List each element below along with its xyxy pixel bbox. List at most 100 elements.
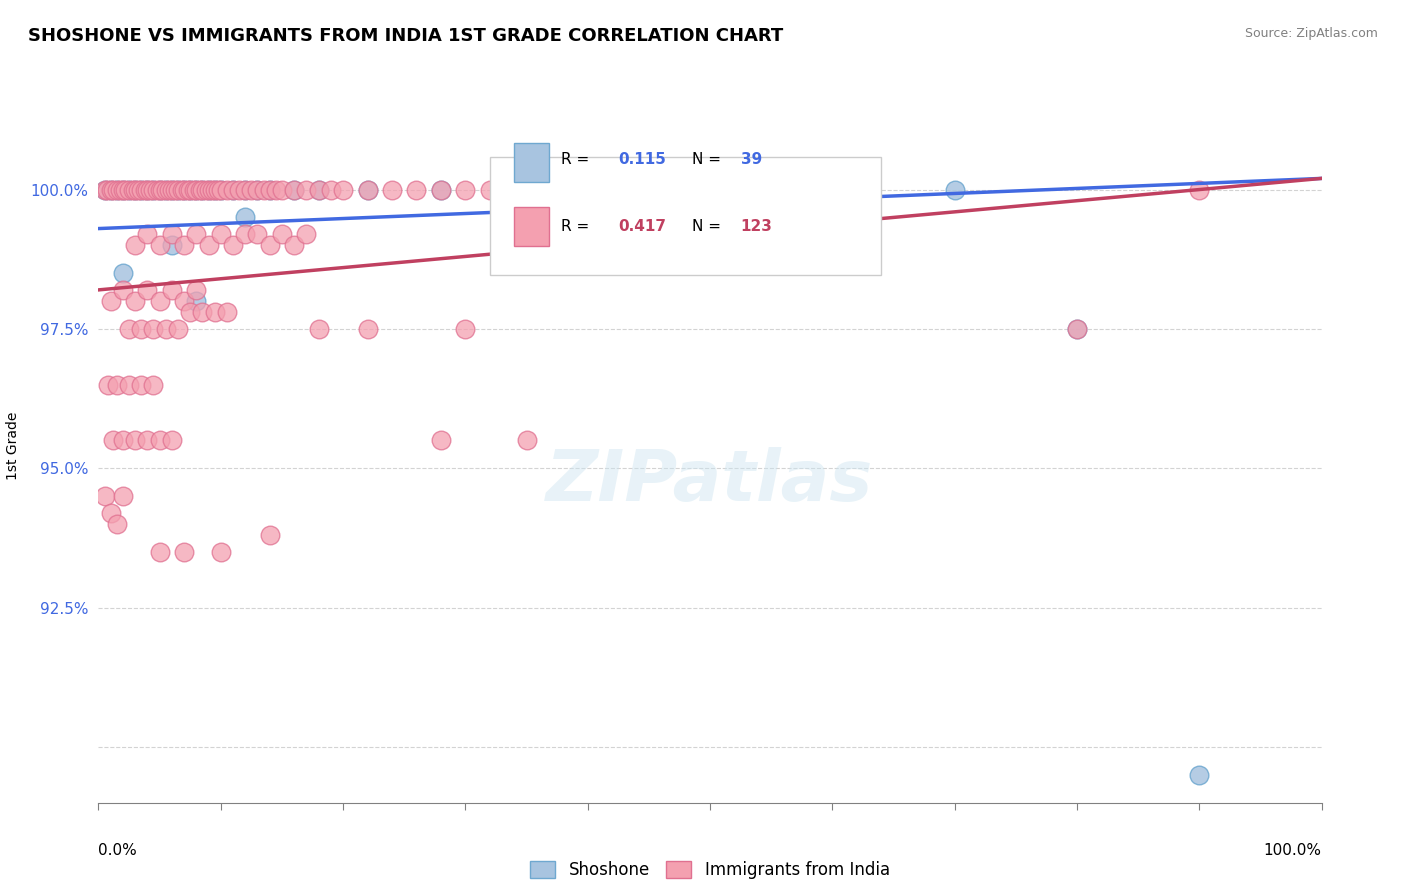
Point — [356, 322, 378, 336]
Point — [478, 182, 501, 196]
Point — [157, 182, 180, 196]
Point — [129, 182, 152, 196]
Point — [149, 545, 172, 559]
Point — [430, 182, 453, 196]
Point — [114, 182, 136, 196]
Point — [111, 283, 134, 297]
Point — [160, 182, 183, 196]
Point — [252, 182, 274, 196]
Point — [943, 182, 966, 196]
Point — [207, 182, 229, 196]
Point — [319, 182, 342, 196]
Point — [600, 182, 623, 196]
Point — [110, 182, 132, 196]
Point — [101, 434, 124, 448]
Point — [264, 182, 287, 196]
Point — [259, 238, 281, 252]
Point — [259, 528, 281, 542]
Point — [105, 377, 128, 392]
Text: 39: 39 — [741, 152, 762, 167]
Point — [111, 182, 134, 196]
Point — [160, 283, 183, 297]
Point — [723, 182, 745, 196]
Point — [209, 182, 232, 196]
Point — [308, 322, 330, 336]
Point — [222, 182, 245, 196]
Point — [246, 182, 269, 196]
Point — [228, 182, 250, 196]
Text: Source: ZipAtlas.com: Source: ZipAtlas.com — [1244, 27, 1378, 40]
Point — [240, 182, 263, 196]
Point — [222, 182, 245, 196]
Point — [142, 182, 165, 196]
Point — [149, 182, 172, 196]
Point — [209, 545, 232, 559]
Point — [149, 182, 172, 196]
Point — [233, 182, 256, 196]
Point — [100, 506, 122, 520]
Point — [136, 227, 159, 241]
Legend: Shoshone, Immigrants from India: Shoshone, Immigrants from India — [522, 853, 898, 888]
Point — [118, 377, 141, 392]
Point — [124, 182, 146, 196]
Point — [1188, 182, 1211, 196]
FancyBboxPatch shape — [489, 157, 882, 275]
Point — [105, 182, 128, 196]
Point — [259, 182, 281, 196]
Point — [134, 182, 156, 196]
Point — [136, 182, 159, 196]
Y-axis label: 1st Grade: 1st Grade — [6, 412, 20, 480]
Point — [600, 182, 623, 196]
Point — [204, 182, 226, 196]
Point — [97, 377, 120, 392]
Point — [246, 227, 269, 241]
Point — [160, 238, 183, 252]
Point — [197, 182, 219, 196]
Point — [179, 305, 201, 319]
Point — [139, 182, 162, 196]
Point — [121, 182, 143, 196]
Point — [170, 182, 193, 196]
Point — [186, 283, 208, 297]
Point — [118, 322, 141, 336]
Point — [516, 434, 538, 448]
Point — [124, 182, 146, 196]
Point — [155, 322, 177, 336]
Point — [699, 182, 721, 196]
Point — [100, 293, 122, 308]
Point — [283, 182, 305, 196]
Point — [160, 434, 183, 448]
Point — [124, 238, 146, 252]
Point — [246, 182, 269, 196]
Point — [136, 434, 159, 448]
Point — [454, 322, 477, 336]
Point — [215, 182, 238, 196]
Point — [101, 182, 124, 196]
Point — [173, 545, 195, 559]
Point — [191, 305, 214, 319]
Point — [259, 182, 281, 196]
Point — [356, 182, 378, 196]
Point — [295, 182, 318, 196]
Text: N =: N = — [692, 152, 725, 167]
Point — [142, 377, 165, 392]
Point — [197, 182, 219, 196]
Point — [136, 283, 159, 297]
Point — [283, 238, 305, 252]
Point — [105, 517, 128, 532]
Point — [191, 182, 214, 196]
Point — [204, 182, 226, 196]
Point — [186, 182, 208, 196]
Point — [155, 182, 177, 196]
Text: 100.0%: 100.0% — [1264, 843, 1322, 858]
Point — [233, 227, 256, 241]
Point — [405, 182, 427, 196]
Point — [183, 182, 205, 196]
Point — [516, 182, 538, 196]
Point — [283, 182, 305, 196]
Point — [186, 293, 208, 308]
Point — [381, 182, 404, 196]
Point — [129, 182, 152, 196]
Point — [270, 182, 294, 196]
Point — [233, 182, 256, 196]
